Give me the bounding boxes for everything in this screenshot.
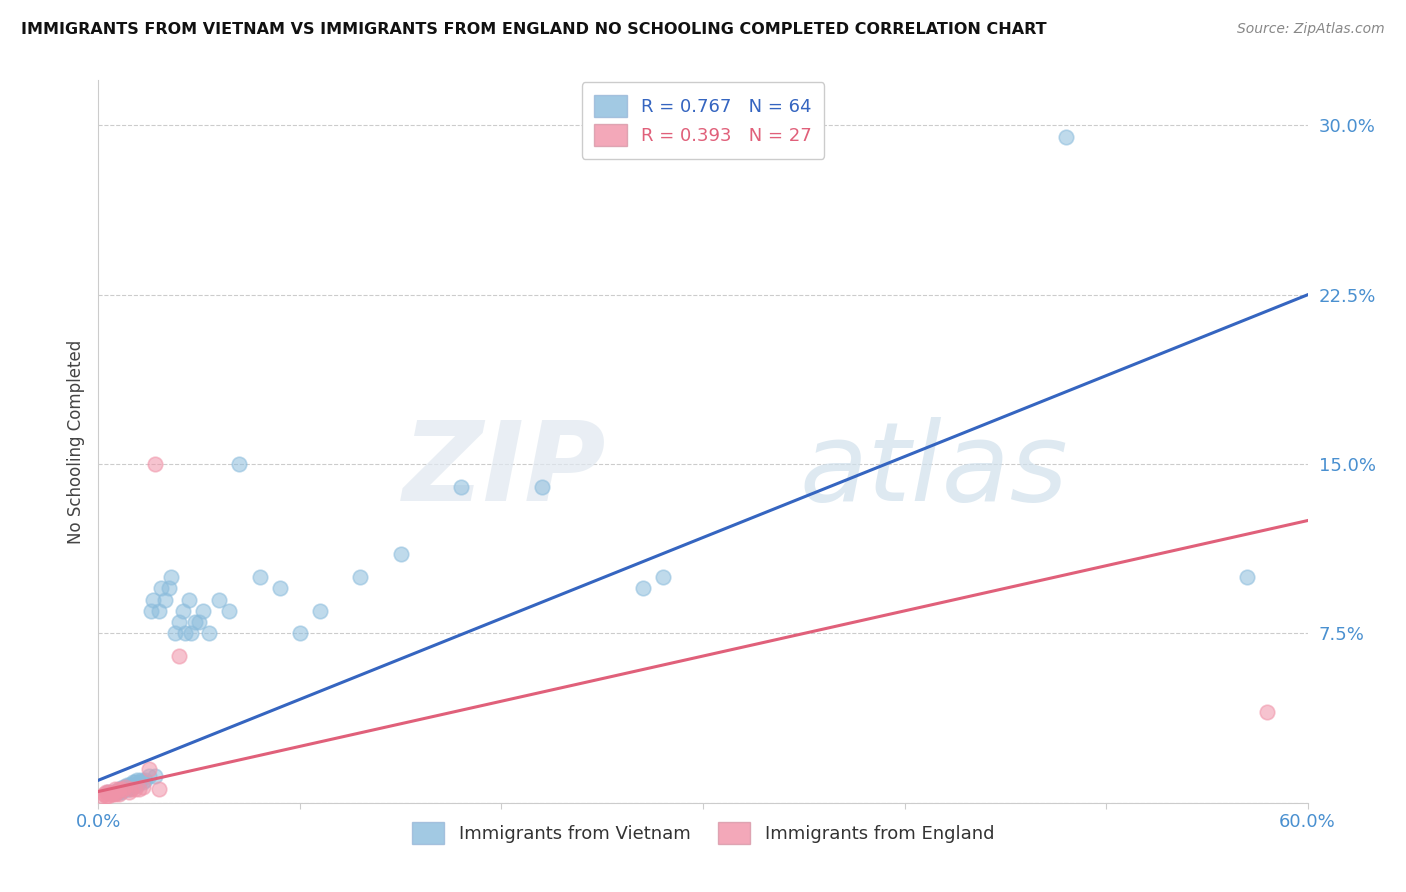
- Point: [97, 784, 120, 798]
- Point: [96, 784, 118, 798]
- Point: [97, 784, 120, 798]
- Point: [124, 775, 146, 789]
- Point: [450, 480, 472, 494]
- Point: [174, 626, 197, 640]
- Point: [172, 604, 194, 618]
- Point: [96, 789, 118, 803]
- Point: [118, 780, 141, 794]
- Point: [124, 778, 146, 792]
- Point: [631, 582, 654, 596]
- Point: [110, 784, 132, 798]
- Point: [107, 782, 129, 797]
- Point: [107, 787, 129, 801]
- Point: [132, 775, 155, 789]
- Point: [132, 780, 155, 794]
- Point: [148, 604, 170, 618]
- Point: [111, 782, 134, 797]
- Point: [124, 782, 146, 797]
- Point: [114, 782, 136, 797]
- Point: [118, 784, 141, 798]
- Point: [115, 778, 138, 792]
- Point: [349, 570, 371, 584]
- Point: [107, 784, 129, 798]
- Point: [105, 784, 128, 798]
- Point: [111, 782, 134, 797]
- Point: [121, 780, 143, 794]
- Point: [1236, 570, 1258, 584]
- Point: [134, 773, 156, 788]
- Point: [153, 592, 176, 607]
- Y-axis label: No Schooling Completed: No Schooling Completed: [66, 340, 84, 543]
- Point: [103, 784, 125, 798]
- Point: [101, 784, 124, 798]
- Point: [160, 570, 183, 584]
- Point: [118, 778, 141, 792]
- Point: [128, 782, 150, 797]
- Point: [249, 570, 271, 584]
- Point: [288, 626, 311, 640]
- Point: [530, 480, 553, 494]
- Point: [269, 582, 291, 596]
- Point: [115, 780, 138, 794]
- Point: [208, 592, 231, 607]
- Point: [143, 769, 166, 783]
- Point: [149, 582, 172, 596]
- Point: [138, 762, 160, 776]
- Point: [188, 615, 211, 630]
- Point: [180, 626, 202, 640]
- Point: [97, 789, 120, 803]
- Point: [120, 780, 142, 794]
- Point: [148, 782, 170, 797]
- Point: [129, 773, 152, 788]
- Point: [179, 592, 201, 607]
- Point: [105, 784, 128, 798]
- Point: [167, 615, 190, 630]
- Point: [103, 782, 125, 797]
- Point: [114, 780, 136, 794]
- Point: [163, 626, 186, 640]
- Point: [651, 570, 673, 584]
- Point: [193, 604, 215, 618]
- Point: [309, 604, 332, 618]
- Point: [91, 789, 114, 803]
- Point: [1054, 129, 1077, 144]
- Point: [101, 787, 124, 801]
- Point: [128, 775, 150, 789]
- Point: [118, 782, 141, 797]
- Point: [142, 592, 165, 607]
- Point: [167, 648, 190, 663]
- Text: atlas: atlas: [800, 417, 1069, 524]
- Point: [115, 782, 138, 797]
- Legend: Immigrants from Vietnam, Immigrants from England: Immigrants from Vietnam, Immigrants from…: [398, 808, 1008, 859]
- Text: Source: ZipAtlas.com: Source: ZipAtlas.com: [1237, 22, 1385, 37]
- Point: [125, 778, 148, 792]
- Point: [138, 769, 160, 783]
- Point: [1256, 706, 1278, 720]
- Point: [101, 784, 124, 798]
- Point: [389, 548, 412, 562]
- Point: [93, 787, 115, 801]
- Point: [100, 787, 122, 801]
- Point: [184, 615, 207, 630]
- Point: [120, 782, 142, 797]
- Point: [228, 457, 250, 471]
- Point: [103, 787, 125, 801]
- Point: [114, 780, 136, 794]
- Point: [157, 582, 180, 596]
- Point: [120, 778, 142, 792]
- Point: [107, 782, 129, 797]
- Point: [218, 604, 240, 618]
- Point: [143, 457, 166, 471]
- Text: IMMIGRANTS FROM VIETNAM VS IMMIGRANTS FROM ENGLAND NO SCHOOLING COMPLETED CORREL: IMMIGRANTS FROM VIETNAM VS IMMIGRANTS FR…: [21, 22, 1046, 37]
- Point: [121, 775, 143, 789]
- Text: ZIP: ZIP: [402, 417, 606, 524]
- Point: [110, 782, 132, 797]
- Point: [125, 773, 148, 788]
- Point: [198, 626, 221, 640]
- Point: [111, 780, 134, 794]
- Point: [139, 604, 162, 618]
